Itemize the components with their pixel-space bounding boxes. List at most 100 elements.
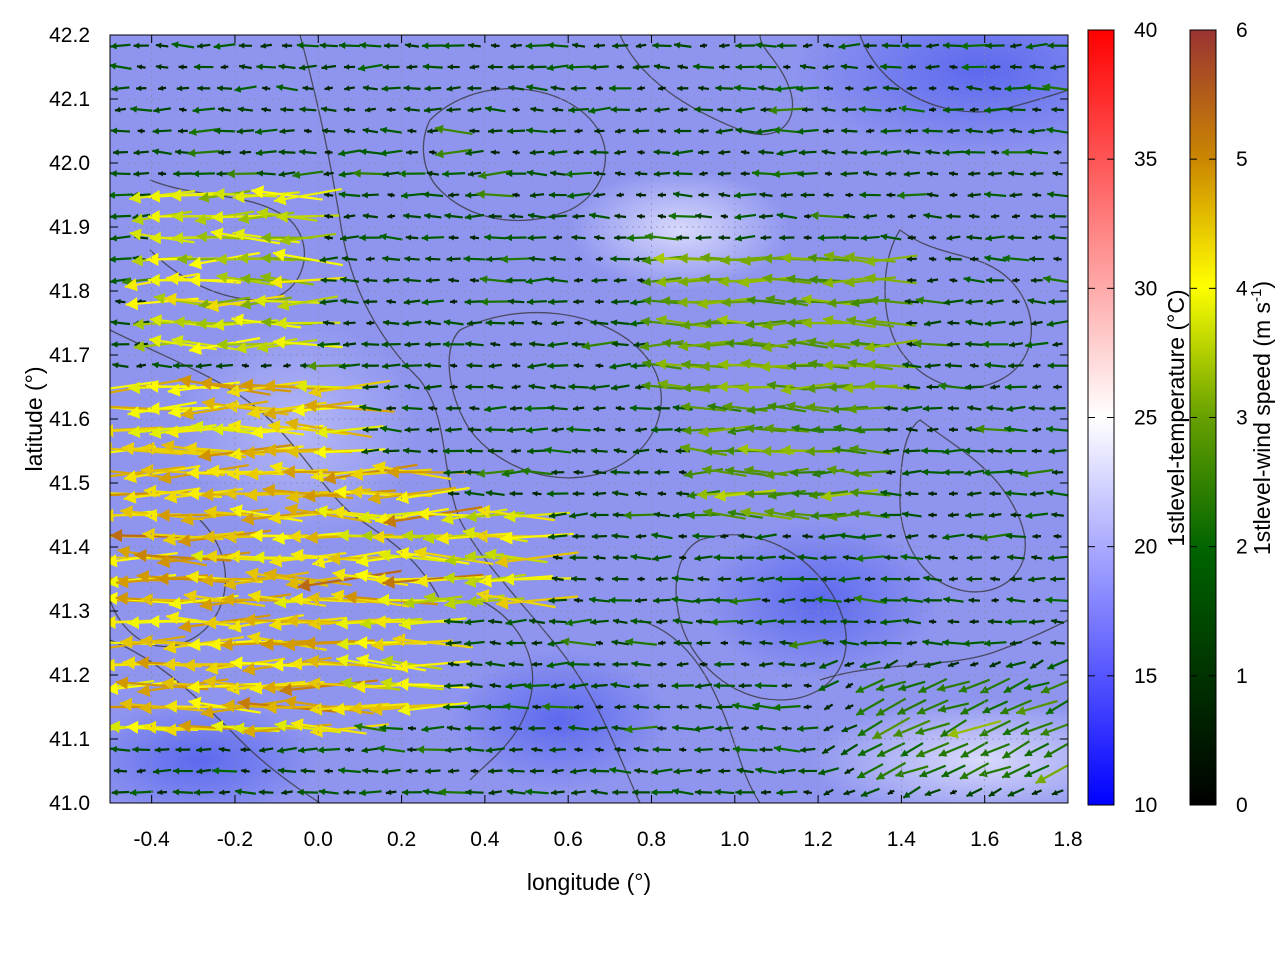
wind-vector-head — [949, 576, 955, 582]
wind-vector — [479, 275, 512, 284]
wind-vector-head — [681, 382, 691, 393]
wind-vector-head — [110, 745, 118, 753]
wind-vector-head — [759, 661, 766, 668]
wind-vector-head — [467, 170, 474, 177]
wind-vector — [241, 508, 333, 526]
wind-vector-head — [205, 661, 219, 675]
wind-vector-head — [924, 320, 931, 327]
wind-vector-head — [790, 468, 799, 478]
wind-vector — [591, 682, 608, 690]
wind-vector — [634, 170, 648, 177]
wind-vector-head — [404, 341, 411, 348]
wind-vector — [966, 234, 983, 241]
wind-vector — [362, 384, 379, 391]
wind-vector-head — [1053, 384, 1059, 390]
wind-vector-head — [943, 596, 951, 604]
wind-vector-head — [865, 576, 871, 582]
wind-vector-head — [963, 148, 970, 156]
wind-vector-head — [671, 682, 679, 690]
wind-vector-head — [755, 41, 763, 49]
wind-vector — [1032, 362, 1041, 369]
wind-vector-head — [755, 618, 763, 626]
wind-vector — [1001, 740, 1030, 760]
wind-vector — [488, 768, 503, 775]
wind-vector-head — [380, 677, 393, 690]
wind-vector-head — [110, 213, 117, 220]
wind-vector — [506, 639, 526, 647]
wind-vector — [463, 703, 486, 711]
wind-vector — [567, 660, 590, 668]
wind-vector-head — [761, 789, 767, 796]
wind-vector-head — [422, 788, 430, 796]
wind-vector-head — [296, 41, 304, 49]
wind-vector — [1053, 256, 1062, 262]
wind-vector-head — [362, 127, 369, 134]
wind-vector — [1032, 426, 1042, 433]
wind-vector-head — [740, 358, 751, 370]
wind-vector — [1047, 42, 1068, 50]
wind-vector — [944, 362, 963, 369]
wind-vector-head — [656, 618, 662, 625]
wind-vector-head — [1004, 425, 1012, 433]
wind-vector-head — [163, 532, 176, 546]
wind-vector-head — [611, 298, 618, 306]
wind-vector — [260, 252, 314, 264]
wind-vector — [196, 42, 211, 49]
wind-vector — [754, 681, 778, 690]
wind-vector-head — [696, 639, 703, 647]
wind-vector-head — [307, 361, 317, 371]
wind-vector-head — [869, 295, 879, 306]
wind-vector — [912, 339, 953, 349]
wind-vector — [466, 447, 483, 455]
wind-vector-head — [1004, 489, 1012, 497]
wind-vector — [526, 84, 548, 92]
wind-vector — [810, 211, 847, 221]
wind-vector-head — [261, 637, 274, 651]
wind-vector-head — [700, 382, 711, 394]
wind-vector — [152, 127, 172, 135]
wind-vector-head — [469, 64, 476, 70]
wind-vector-head — [926, 42, 933, 49]
wind-vector-head — [361, 340, 368, 348]
wind-vector — [869, 295, 913, 306]
wind-vector — [422, 532, 485, 545]
wind-vector — [965, 127, 983, 134]
wind-vector — [677, 106, 688, 113]
wind-vector — [990, 554, 1000, 561]
wind-vector-head — [302, 85, 309, 92]
wind-vector-head — [358, 510, 370, 524]
wind-vector — [856, 763, 884, 779]
wind-vector — [507, 298, 525, 305]
wind-vector — [405, 234, 419, 241]
wind-vector-head — [428, 405, 434, 412]
wind-vector-head — [927, 277, 933, 284]
wind-vector-head — [353, 680, 366, 694]
wind-vector — [236, 127, 255, 135]
wind-vector-head — [926, 426, 933, 433]
wind-vector-head — [593, 42, 600, 49]
wind-vector-head — [442, 340, 450, 348]
wind-vector-head — [821, 149, 828, 156]
wind-vector — [735, 42, 756, 50]
wind-vector — [840, 743, 859, 756]
wind-vector-head — [448, 277, 454, 284]
wind-vector — [686, 511, 721, 520]
wind-vector-head — [260, 362, 267, 369]
wind-vector-head — [1047, 191, 1054, 198]
wind-vector-head — [85, 384, 98, 397]
wind-vector-head — [657, 661, 663, 668]
wind-vector-head — [880, 596, 887, 604]
wind-vector — [511, 363, 521, 369]
wind-vector-head — [612, 618, 620, 625]
wind-vector — [610, 384, 630, 391]
wind-vector-head — [212, 318, 225, 331]
wind-vector-head — [827, 382, 837, 393]
wind-vector — [382, 255, 401, 262]
wind-vector — [110, 62, 132, 70]
wind-vector — [593, 554, 606, 561]
wind-vector-head — [424, 212, 431, 220]
wind-vector-head — [446, 85, 453, 92]
wind-vector — [544, 446, 572, 455]
wind-vector — [532, 704, 542, 710]
wind-vector — [637, 85, 646, 91]
